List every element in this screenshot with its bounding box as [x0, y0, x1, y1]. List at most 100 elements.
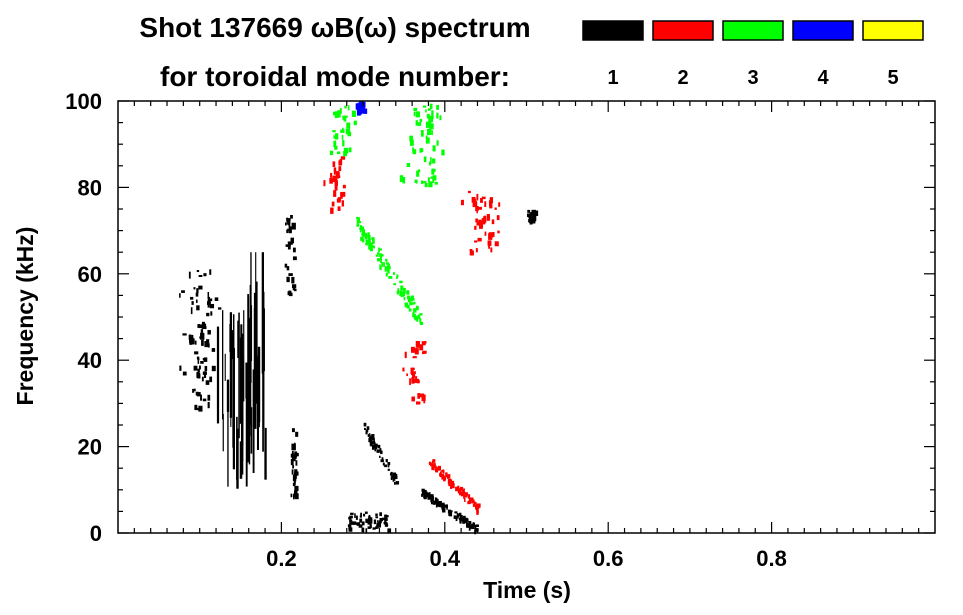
spectral-point [360, 226, 365, 230]
spectral-point [379, 512, 382, 517]
spectral-point [368, 243, 372, 248]
spectral-point [333, 167, 337, 172]
spectral-point [292, 494, 295, 500]
spectral-point [295, 460, 298, 466]
spectral-point [441, 474, 445, 479]
spectral-point [365, 243, 369, 246]
spectral-streak [224, 353, 226, 381]
spectral-point [442, 507, 446, 513]
spectral-point [191, 301, 194, 305]
spectral-point [446, 474, 449, 479]
spectral-point [528, 219, 533, 223]
spectral-streak [222, 413, 224, 452]
legend-swatch-2 [652, 20, 714, 41]
spectral-point [412, 356, 417, 359]
spectral-point [291, 451, 294, 457]
spectral-point [425, 121, 430, 128]
spectral-point [364, 236, 368, 240]
spectral-point [381, 262, 383, 267]
spectral-point [194, 351, 199, 355]
spectral-point [415, 111, 420, 118]
spectral-streak [264, 427, 267, 480]
spectral-point [387, 468, 390, 471]
spectral-point [358, 221, 362, 224]
spectral-point [341, 191, 346, 197]
spectral-point [204, 340, 209, 348]
spectral-streak [240, 413, 244, 462]
spectral-point [357, 102, 363, 109]
spectral-point [364, 511, 368, 514]
spectral-point [367, 434, 370, 437]
spectral-point [439, 473, 442, 476]
spectral-point [347, 524, 352, 527]
spectral-point [468, 521, 472, 525]
spectral-point [404, 351, 407, 359]
spectral-point [332, 111, 337, 116]
spectral-point [484, 231, 487, 236]
spectral-point [208, 298, 213, 302]
spectral-point [472, 200, 477, 208]
spectral-point [367, 234, 371, 239]
spectral-point [487, 240, 492, 246]
spectral-point [367, 526, 371, 529]
spectral-point [345, 128, 351, 135]
spectral-point [409, 135, 413, 142]
spectral-point [412, 147, 414, 153]
mode-2-feature [402, 340, 427, 405]
spectral-point [385, 258, 388, 262]
spectral-point [420, 130, 424, 137]
spectral-point [384, 464, 388, 468]
spectral-point [399, 280, 403, 284]
spectral-point [396, 274, 399, 278]
spectral-point [419, 393, 425, 398]
mode-1-feature [363, 422, 400, 485]
spectral-point [419, 148, 423, 153]
spectral-point [369, 435, 372, 438]
spectral-point [409, 139, 414, 146]
spectral-point [475, 524, 479, 527]
spectral-point [359, 101, 364, 105]
spectral-point [471, 523, 474, 527]
spectral-point [434, 181, 438, 185]
spectral-point [197, 324, 201, 328]
spectral-point [198, 324, 203, 329]
spectral-streak [231, 330, 234, 359]
spectral-point [188, 271, 191, 279]
y-tick-label: 40 [78, 348, 102, 373]
axes: 0 20 40 60 80 100 0.2 0.4 0.6 0.8 [65, 89, 936, 571]
spectral-point [291, 284, 297, 289]
spectral-point [460, 486, 464, 491]
spectral-point [481, 196, 486, 200]
spectral-streak [236, 416, 238, 480]
spectral-point [467, 494, 471, 499]
spectral-point [438, 501, 442, 504]
spectral-streak [245, 393, 248, 487]
spectral-point [415, 120, 418, 126]
x-tick-label: 0.2 [266, 546, 297, 571]
spectral-point [359, 518, 363, 523]
spectral-point [403, 287, 406, 291]
spectral-point [339, 108, 342, 114]
spectral-point [373, 246, 375, 249]
spectral-point [378, 248, 382, 251]
spectral-point [464, 492, 467, 495]
spectral-point [379, 254, 381, 258]
spectral-point [371, 441, 375, 445]
mode-3-feature [329, 104, 359, 157]
spectral-point [391, 475, 394, 479]
spectral-point [191, 334, 194, 339]
spectral-point [472, 198, 476, 203]
spectral-point [406, 290, 410, 295]
mode-1-feature [347, 511, 392, 534]
spectral-point [439, 115, 442, 121]
spectral-point [471, 524, 475, 530]
spectral-point [411, 297, 415, 301]
spectral-point [413, 308, 417, 313]
mode-1-feature [284, 214, 297, 297]
spectral-point [194, 340, 197, 345]
spectral-point [427, 496, 431, 500]
spectral-streak [216, 326, 220, 424]
spectral-point [332, 161, 336, 167]
spectral-point [480, 198, 483, 203]
spectral-point [409, 297, 413, 302]
